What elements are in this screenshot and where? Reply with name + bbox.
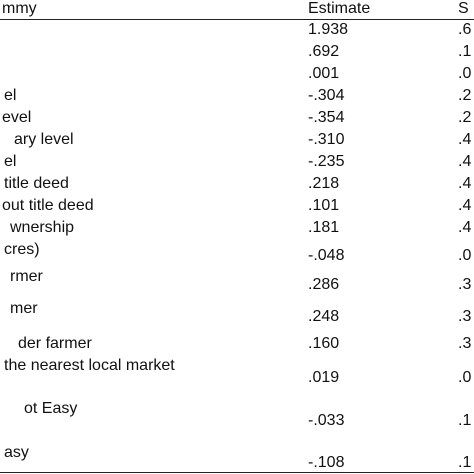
header-cell: mmy [2,0,37,17]
std-error: .3 [458,308,472,325]
bottom-rule [0,472,474,473]
estimate: .286 [308,276,340,293]
estimate: -.304 [308,87,345,104]
row-label: wnership [10,219,75,236]
std-error: .4 [458,197,472,214]
std-error: .1 [458,454,472,471]
std-error: .1 [458,412,472,429]
row-label: ot Easy [24,400,78,417]
row-label: title deed [4,175,69,192]
row-label: evel [2,109,32,126]
std-error: .0 [458,369,472,386]
row-label: asy [4,444,29,461]
row-label: out title deed [2,197,94,214]
estimate: .218 [308,175,340,192]
row-label: el [4,87,17,104]
std-error: .2 [458,87,472,104]
estimate: -.235 [308,153,345,170]
std-error: .3 [458,276,472,293]
std-error: .4 [458,153,472,170]
std-error: .3 [458,335,472,352]
estimate: .101 [308,197,340,214]
std-error: .1 [458,43,472,60]
estimate: .248 [308,308,340,325]
std-error: .4 [458,175,472,192]
estimate: -.310 [308,131,345,148]
estimate: .181 [308,219,340,236]
estimate: .160 [308,335,340,352]
estimate: .001 [308,65,340,82]
header-rule [0,19,474,20]
std-error: .4 [458,131,472,148]
row-label: el [4,153,17,170]
estimate: .019 [308,369,340,386]
row-label: der farmer [18,335,92,352]
std-error: .0 [458,247,472,264]
std-error: .4 [458,219,472,236]
row-label: ary level [14,131,74,148]
row-label: rmer [10,268,43,285]
std-error: .0 [458,65,472,82]
estimate: -.108 [308,454,345,471]
row-label: cres) [4,241,40,258]
std-error: .6 [458,21,472,38]
estimate: .692 [308,43,340,60]
header-cell: S [458,0,469,17]
estimate: -.048 [308,247,345,264]
estimate: -.354 [308,109,345,126]
std-error: .2 [458,109,472,126]
estimate: 1.938 [308,21,349,38]
header-cell: Estimate [308,0,371,17]
row-label: the nearest local market [4,357,175,374]
row-label: mer [10,300,38,317]
estimate: -.033 [308,412,345,429]
